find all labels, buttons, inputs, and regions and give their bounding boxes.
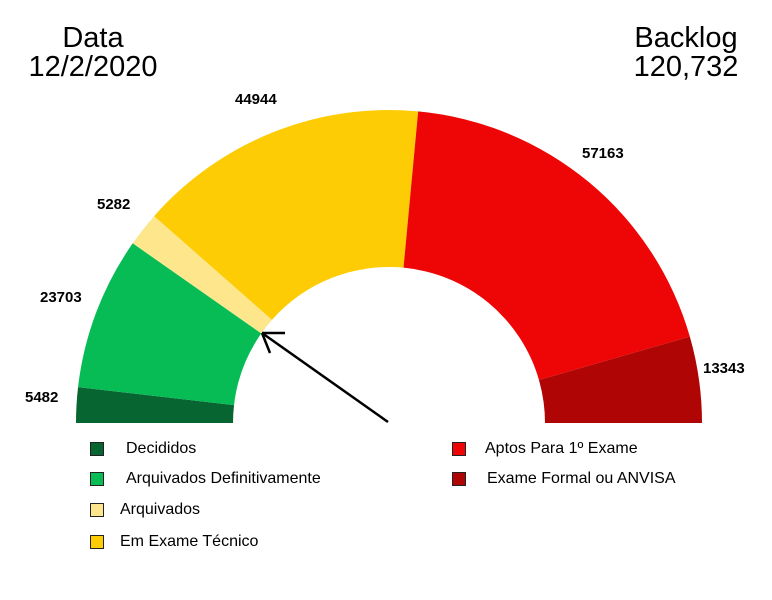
- value-label-em-exame-tecnico: 44944: [235, 92, 277, 107]
- legend-label: Em Exame Técnico: [120, 533, 258, 551]
- value-label-exame-formal: 13343: [703, 361, 745, 376]
- legend-item-exame-formal: Exame Formal ou ANVISA: [452, 470, 676, 488]
- legend-item-em-exame-tecnico: Em Exame Técnico: [90, 533, 258, 551]
- legend-item-decididos: Decididos: [90, 440, 196, 458]
- legend-swatch-icon: [90, 472, 104, 486]
- value-label-aptos: 57163: [582, 146, 624, 161]
- legend-swatch-icon: [90, 442, 104, 456]
- legend-swatch-icon: [452, 472, 466, 486]
- legend-label: Decididos: [126, 440, 196, 458]
- legend-swatch-icon: [90, 503, 104, 517]
- legend-label: Arquivados Definitivamente: [126, 470, 321, 488]
- legend-item-arquivados-definitivamente: Arquivados Definitivamente: [90, 470, 321, 488]
- legend-swatch-icon: [90, 535, 104, 549]
- legend-item-arquivados: Arquivados: [90, 501, 200, 519]
- segment-aptos-para-1-exame: [404, 111, 690, 380]
- legend-label: Arquivados: [120, 501, 200, 519]
- legend-swatch-icon: [452, 442, 466, 456]
- value-label-arquivados-definitivamente: 23703: [40, 290, 82, 305]
- value-label-arquivados: 5282: [97, 197, 130, 212]
- legend-label: Exame Formal ou ANVISA: [487, 470, 676, 488]
- value-label-decididos: 5482: [25, 390, 58, 405]
- legend-label: Aptos Para 1º Exame: [485, 440, 638, 458]
- legend-item-aptos: Aptos Para 1º Exame: [452, 440, 638, 458]
- pointer-arrow: [262, 333, 388, 422]
